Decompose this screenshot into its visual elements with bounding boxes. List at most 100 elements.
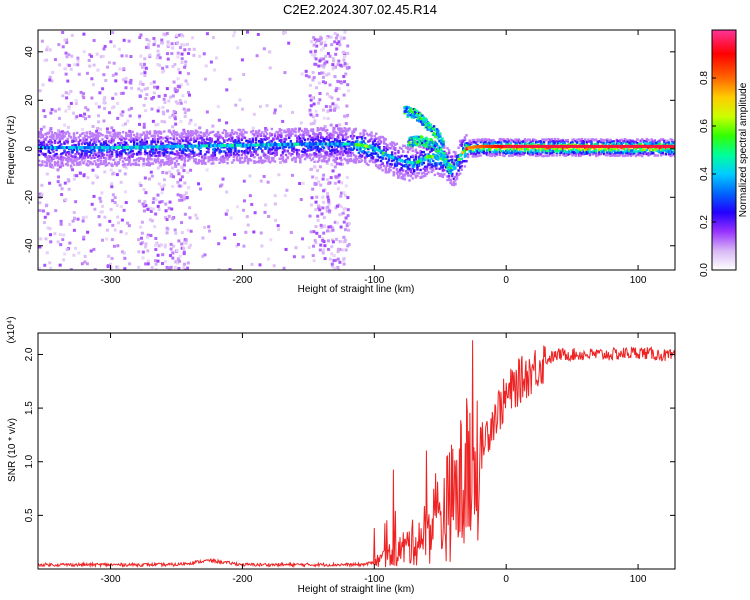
heatmap-cell xyxy=(420,175,424,178)
heatmap-cell xyxy=(449,159,452,162)
heatmap-noise-cell xyxy=(182,128,186,132)
heatmap-cell xyxy=(364,137,367,140)
heatmap-cell xyxy=(585,150,588,154)
heatmap-cell xyxy=(345,151,348,155)
heatmap-cell xyxy=(276,131,280,134)
heatmap-cell xyxy=(172,157,175,161)
heatmap-cell xyxy=(599,152,603,156)
heatmap-noise-cell xyxy=(44,58,48,62)
heatmap-cell xyxy=(447,174,451,178)
heatmap-noise-cell xyxy=(66,178,70,182)
heatmap-cell xyxy=(232,155,236,159)
heatmap-cell xyxy=(129,134,133,138)
heatmap-cell xyxy=(52,154,55,158)
heatmap-cell xyxy=(261,159,264,162)
heatmap-cell xyxy=(389,169,392,172)
heatmap-cell xyxy=(251,153,255,156)
heatmap-cell xyxy=(465,159,468,163)
heatmap-cell xyxy=(476,138,479,142)
heatmap-noise-cell xyxy=(328,95,332,99)
heatmap-cell xyxy=(126,156,130,160)
heatmap-cell xyxy=(508,143,511,147)
heatmap-cell xyxy=(463,165,467,168)
heatmap-cell xyxy=(574,154,577,157)
heatmap-cell xyxy=(496,141,500,144)
figure-title: C2E2.2024.307.02.45.R14 xyxy=(283,2,437,17)
heatmap-noise-cell xyxy=(163,93,167,97)
heatmap-cell xyxy=(406,157,410,160)
heatmap-noise-cell xyxy=(343,194,347,198)
heatmap-noise-cell xyxy=(178,99,182,103)
heatmap-noise-cell xyxy=(84,106,88,110)
heatmap-cell xyxy=(500,146,503,150)
heatmap-noise-cell xyxy=(154,149,158,153)
heatmap-cell xyxy=(599,147,603,151)
heatmap-noise-cell xyxy=(289,230,293,234)
heatmap-cell xyxy=(549,139,552,142)
heatmap-cell xyxy=(598,153,601,156)
heatmap-cell xyxy=(604,143,607,146)
heatmap-cell xyxy=(210,138,213,141)
heatmap-cell xyxy=(136,134,139,138)
heatmap-noise-cell xyxy=(129,55,133,59)
heatmap-cell xyxy=(557,141,560,145)
heatmap-cell xyxy=(210,157,213,160)
heatmap-cell xyxy=(314,146,318,149)
heatmap-noise-cell xyxy=(334,175,338,179)
heatmap-cell xyxy=(207,141,210,145)
heatmap-cell xyxy=(72,136,76,140)
heatmap-cell xyxy=(319,140,323,143)
heatmap-cell xyxy=(161,154,164,157)
heatmap-noise-cell xyxy=(248,174,252,178)
heatmap-noise-cell xyxy=(42,109,46,113)
heatmap-cell xyxy=(94,138,98,142)
heatmap-cell xyxy=(226,139,229,142)
heatmap-cell xyxy=(561,141,565,145)
heatmap-cell xyxy=(357,151,361,155)
heatmap-cell xyxy=(481,149,484,152)
heatmap-cell xyxy=(294,160,297,163)
heatmap-cell xyxy=(487,153,490,157)
heatmap-noise-cell xyxy=(159,243,163,247)
heatmap-cell xyxy=(74,155,77,159)
heatmap-cell xyxy=(147,158,150,161)
heatmap-cell xyxy=(617,151,620,154)
heatmap-cell xyxy=(307,154,310,158)
heatmap-cell xyxy=(283,129,286,132)
heatmap-noise-cell xyxy=(180,175,184,179)
heatmap-cell xyxy=(310,153,313,157)
heatmap-noise-cell xyxy=(57,43,61,47)
heatmap-noise-cell xyxy=(316,214,320,218)
heatmap-cell xyxy=(609,149,612,152)
heatmap-noise-cell xyxy=(137,238,141,242)
heatmap-cell xyxy=(251,147,255,150)
heatmap-cell xyxy=(364,156,367,159)
heatmap-cell xyxy=(446,175,449,178)
heatmap-cell xyxy=(417,157,421,161)
heatmap-cell xyxy=(288,130,291,133)
heatmap-cell xyxy=(177,139,180,142)
heatmap-cell xyxy=(188,142,191,145)
heatmap-cell xyxy=(324,156,327,159)
heatmap-cell xyxy=(395,161,399,165)
heatmap-cell xyxy=(411,172,414,175)
heatmap-cell xyxy=(620,142,623,145)
heatmap-cell xyxy=(98,154,101,157)
heatmap-cell xyxy=(278,157,281,160)
heatmap-cell xyxy=(53,161,57,164)
heatmap-cell xyxy=(322,159,326,162)
heatmap-cell xyxy=(237,153,240,157)
heatmap-cell xyxy=(102,149,106,152)
heatmap-cell xyxy=(481,150,484,154)
heatmap-cell xyxy=(90,135,93,138)
heatmap-cell xyxy=(340,159,343,162)
heatmap-cell xyxy=(64,158,68,161)
heatmap-cell xyxy=(104,164,107,167)
heatmap-noise-cell xyxy=(150,107,154,111)
heatmap-cell xyxy=(433,173,437,177)
heatmap-cell xyxy=(49,163,52,167)
heatmap-noise-cell xyxy=(283,194,287,198)
heatmap-cell xyxy=(63,149,66,152)
heatmap-cell xyxy=(468,143,471,146)
